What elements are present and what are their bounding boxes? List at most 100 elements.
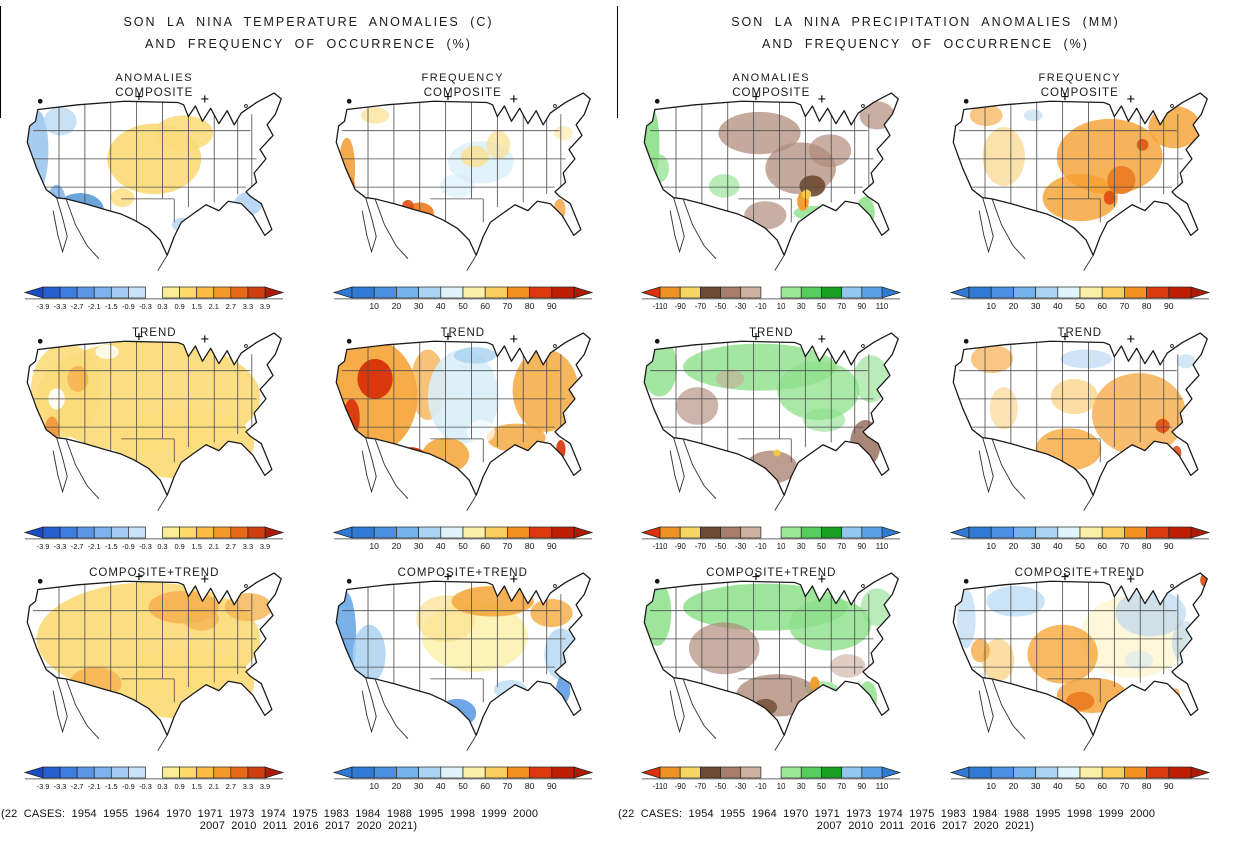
svg-text:-110: -110 bbox=[653, 302, 669, 311]
map-title-prcp_anom_composite: COMPOSITE bbox=[732, 86, 811, 99]
svg-text:-0.9: -0.9 bbox=[122, 302, 135, 311]
map-grid-temperature: COMPOSITE COMPOSITE -3.9 -3.3 -2.7 -2.1 -1.5 -0… bbox=[0, 86, 617, 806]
svg-text:-2.7: -2.7 bbox=[71, 782, 84, 791]
panel-precipitation: SON LA NINA PRECIPITATION ANOMALIES (MM)… bbox=[617, 0, 1234, 832]
svg-text:3.9: 3.9 bbox=[260, 782, 270, 791]
frame-line bbox=[0, 6, 1, 118]
colorbar-cell-temperature-row3: -3.9 -3.3 -2.7 -2.1 -1.5 -0.9 -0.3 0.3 0.9 1.5 2.1… bbox=[0, 760, 309, 806]
prcp_freq_trend-map bbox=[952, 332, 1208, 511]
svg-text:-0.3: -0.3 bbox=[139, 302, 152, 311]
svg-text:20: 20 bbox=[1008, 541, 1018, 551]
frame-line bbox=[617, 6, 618, 118]
svg-text:90: 90 bbox=[1164, 301, 1174, 311]
svg-text:50: 50 bbox=[458, 541, 468, 551]
map-title-prcp_anom_trend: TREND bbox=[748, 326, 794, 339]
svg-text:70: 70 bbox=[502, 541, 512, 551]
svg-text:-30: -30 bbox=[735, 542, 747, 551]
svg-text:30: 30 bbox=[797, 302, 806, 311]
caption-line2: 2007 2010 2011 2016 2017 2020 2021) bbox=[816, 819, 1035, 832]
column-header-frequency: FREQUENCY bbox=[1038, 71, 1122, 84]
svg-text:1.5: 1.5 bbox=[192, 782, 202, 791]
svg-text:-2.7: -2.7 bbox=[71, 542, 84, 551]
svg-text:50: 50 bbox=[458, 781, 468, 791]
svg-text:60: 60 bbox=[1097, 541, 1107, 551]
svg-text:20: 20 bbox=[391, 781, 401, 791]
svg-text:-0.3: -0.3 bbox=[139, 542, 152, 551]
svg-text:20: 20 bbox=[391, 301, 401, 311]
svg-text:0.9: 0.9 bbox=[175, 542, 185, 551]
svg-text:90: 90 bbox=[547, 301, 557, 311]
svg-text:-0.3: -0.3 bbox=[139, 782, 152, 791]
temp_anom_composite-map bbox=[26, 92, 282, 271]
svg-text:-50: -50 bbox=[715, 542, 727, 551]
svg-text:2.1: 2.1 bbox=[209, 302, 219, 311]
column-header-anomalies: ANOMALIES bbox=[115, 71, 194, 84]
precipitation-colorbar: -110 -90 -70 -50 -30 -10 10 30 50 70 90 110 bbox=[641, 286, 902, 311]
temperature-colorbar: -3.9 -3.3 -2.7 -2.1 -1.5 -0.9 -0.3 0.3 0.9 1.5 2.1… bbox=[24, 526, 285, 551]
colorbar-cell-temperature-row2: -3.9 -3.3 -2.7 -2.1 -1.5 -0.9 -0.3 0.3 0.9 1.5 2.1… bbox=[0, 520, 309, 566]
svg-text:3.3: 3.3 bbox=[243, 542, 253, 551]
svg-text:70: 70 bbox=[1119, 541, 1129, 551]
frequency-colorbar: 10 20 30 40 50 60 70 80 90 bbox=[332, 286, 593, 311]
panel-title-precipitation: SON LA NINA PRECIPITATION ANOMALIES (MM)… bbox=[617, 12, 1234, 56]
svg-text:80: 80 bbox=[1142, 301, 1152, 311]
svg-text:70: 70 bbox=[502, 301, 512, 311]
temp_anom_trend-map bbox=[26, 332, 282, 511]
svg-text:-10: -10 bbox=[756, 302, 768, 311]
temp_freq_composite-map bbox=[335, 92, 591, 271]
svg-text:70: 70 bbox=[838, 302, 847, 311]
map-title-temp_anom_trend: TREND bbox=[131, 326, 177, 339]
colorbar-cell-precipitation-row3: -110 -90 -70 -50 -30 -10 10 30 50 70 90 110 bbox=[617, 760, 926, 806]
svg-text:90: 90 bbox=[858, 302, 867, 311]
map-title-temp_anom_comptrend: COMPOSITE+TREND bbox=[89, 566, 220, 579]
column-headers: ANOMALIES FREQUENCY bbox=[0, 72, 617, 84]
svg-text:80: 80 bbox=[525, 541, 535, 551]
svg-text:10: 10 bbox=[777, 302, 786, 311]
svg-text:20: 20 bbox=[391, 541, 401, 551]
map-cell-prcp_freq_composite: COMPOSITE bbox=[926, 86, 1235, 280]
frequency-colorbar: 10 20 30 40 50 60 70 80 90 bbox=[332, 766, 593, 791]
map-title-prcp_freq_composite: COMPOSITE bbox=[1040, 86, 1119, 99]
svg-text:10: 10 bbox=[369, 301, 379, 311]
svg-text:-90: -90 bbox=[675, 302, 687, 311]
prcp_anom_comptrend-map bbox=[643, 572, 899, 751]
column-header-frequency: FREQUENCY bbox=[421, 71, 505, 84]
svg-text:70: 70 bbox=[1119, 301, 1129, 311]
panel-title-line2: AND FREQUENCY OF OCCURRENCE (%) bbox=[145, 36, 472, 51]
frequency-colorbar: 10 20 30 40 50 60 70 80 90 bbox=[332, 526, 593, 551]
map-grid-precipitation: COMPOSITE COMPOSITE -110 -90 -70 -50 -30 -10 10 3… bbox=[617, 86, 1234, 806]
svg-text:40: 40 bbox=[436, 781, 446, 791]
svg-text:60: 60 bbox=[480, 301, 490, 311]
svg-text:90: 90 bbox=[1164, 541, 1174, 551]
svg-text:80: 80 bbox=[525, 301, 535, 311]
svg-text:-30: -30 bbox=[735, 302, 747, 311]
temp_freq_comptrend-map bbox=[335, 572, 591, 751]
svg-text:10: 10 bbox=[986, 541, 996, 551]
precipitation-colorbar: -110 -90 -70 -50 -30 -10 10 30 50 70 90 110 bbox=[641, 766, 902, 791]
svg-text:-3.9: -3.9 bbox=[37, 782, 50, 791]
svg-text:110: 110 bbox=[876, 782, 889, 791]
svg-text:2.1: 2.1 bbox=[209, 782, 219, 791]
map-title-temp_freq_trend: TREND bbox=[440, 326, 486, 339]
svg-text:50: 50 bbox=[817, 542, 826, 551]
svg-text:-3.9: -3.9 bbox=[37, 542, 50, 551]
svg-text:-2.1: -2.1 bbox=[88, 782, 101, 791]
svg-text:70: 70 bbox=[838, 782, 847, 791]
svg-text:-3.9: -3.9 bbox=[37, 302, 50, 311]
svg-text:90: 90 bbox=[547, 781, 557, 791]
colorbar-cell-frequency-row1: 10 20 30 40 50 60 70 80 90 bbox=[309, 280, 618, 326]
svg-text:0.3: 0.3 bbox=[158, 302, 168, 311]
colorbar-cell-temperature-row1: -3.9 -3.3 -2.7 -2.1 -1.5 -0.9 -0.3 0.3 0.9 1.5 2.1… bbox=[0, 280, 309, 326]
svg-text:40: 40 bbox=[436, 541, 446, 551]
precipitation-colorbar: -110 -90 -70 -50 -30 -10 10 30 50 70 90 110 bbox=[641, 526, 902, 551]
svg-text:110: 110 bbox=[876, 302, 889, 311]
svg-text:30: 30 bbox=[797, 542, 806, 551]
panel-temperature: SON LA NINA TEMPERATURE ANOMALIES (C) AN… bbox=[0, 0, 617, 832]
svg-text:40: 40 bbox=[436, 301, 446, 311]
column-headers: ANOMALIES FREQUENCY bbox=[617, 72, 1234, 84]
svg-text:10: 10 bbox=[369, 781, 379, 791]
svg-text:2.7: 2.7 bbox=[226, 542, 236, 551]
svg-text:-0.9: -0.9 bbox=[122, 542, 135, 551]
svg-text:-1.5: -1.5 bbox=[105, 542, 118, 551]
caption-line1: (22 CASES: 1954 1955 1964 1970 1971 1973… bbox=[618, 807, 1156, 820]
